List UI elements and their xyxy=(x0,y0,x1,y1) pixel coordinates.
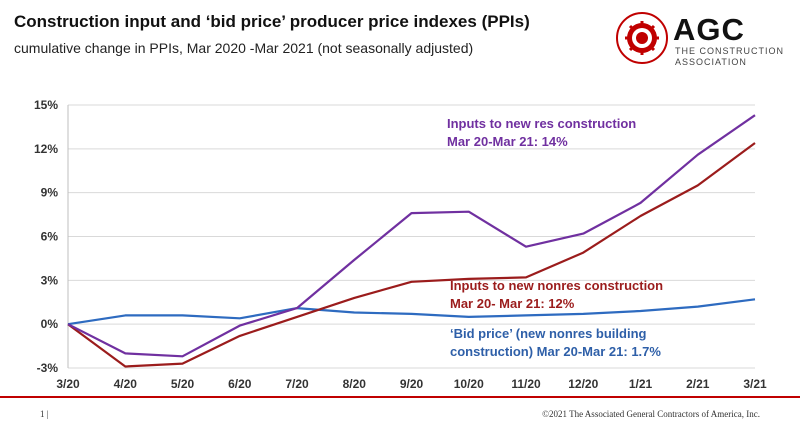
x-tick-label: 11/20 xyxy=(511,377,541,391)
agc-seal-logo xyxy=(616,12,668,64)
y-tick-label: 0% xyxy=(41,317,59,331)
x-tick-label: 2/21 xyxy=(686,377,710,391)
annotation-nonres-line1: Inputs to new nonres construction xyxy=(450,278,664,293)
chart-title: Construction input and ‘bid price’ produ… xyxy=(14,12,530,31)
annotation-bid-line2: construction) Mar 20-Mar 21: 1.7% xyxy=(450,344,661,359)
footer-divider xyxy=(0,396,800,398)
agc-tagline-1: THE CONSTRUCTION xyxy=(675,46,784,56)
annotation-res-line2: Mar 20-Mar 21: 14% xyxy=(447,134,568,149)
x-tick-label: 3/21 xyxy=(743,377,767,391)
page-number: 1 | xyxy=(40,409,49,419)
copyright-text: ©2021 The Associated General Contractors… xyxy=(542,409,760,419)
x-tick-label: 9/20 xyxy=(400,377,424,391)
annotation-res-line1: Inputs to new res construction xyxy=(447,116,637,131)
y-tick-label: 15% xyxy=(34,98,58,112)
x-tick-label: 12/20 xyxy=(568,377,598,391)
series-line-1 xyxy=(67,142,756,368)
series-line-2 xyxy=(67,298,756,326)
chart-subtitle: cumulative change in PPIs, Mar 2020 -Mar… xyxy=(14,40,474,56)
x-tick-label: 4/20 xyxy=(114,377,138,391)
series-line-0 xyxy=(67,114,756,358)
y-tick-label: 3% xyxy=(41,273,59,287)
x-tick-label: 1/21 xyxy=(629,377,653,391)
agc-tagline-2: ASSOCIATION xyxy=(675,57,747,67)
x-tick-label: 10/20 xyxy=(454,377,484,391)
x-tick-label: 3/20 xyxy=(56,377,80,391)
y-tick-label: 12% xyxy=(34,142,58,156)
annotation-bid-price: ‘Bid price’ (new nonres building constru… xyxy=(450,325,661,361)
line-chart: -3% 0% 3% 6% 9% 12% 15% 3/20 4/20 5/20 6/20 7/20 8/2… xyxy=(34,98,767,391)
agc-logo-text: AGC xyxy=(673,12,745,47)
annotation-res: Inputs to new res construction Mar 20-Ma… xyxy=(447,115,636,151)
y-tick-label: 9% xyxy=(41,186,59,200)
annotation-nonres: Inputs to new nonres construction Mar 20… xyxy=(450,277,663,313)
y-tick-label: -3% xyxy=(37,361,59,375)
x-tick-label: 7/20 xyxy=(285,377,309,391)
y-tick-label: 6% xyxy=(41,230,59,244)
x-tick-label: 5/20 xyxy=(171,377,195,391)
annotation-bid-line1: ‘Bid price’ (new nonres building xyxy=(450,326,647,341)
x-tick-label: 8/20 xyxy=(343,377,367,391)
x-tick-label: 6/20 xyxy=(228,377,252,391)
annotation-nonres-line2: Mar 20- Mar 21: 12% xyxy=(450,296,575,311)
